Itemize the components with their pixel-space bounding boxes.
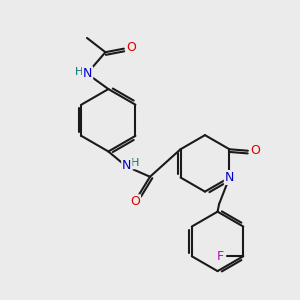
Text: H: H xyxy=(74,67,83,77)
Text: N: N xyxy=(225,171,234,184)
Text: N: N xyxy=(83,67,92,80)
Text: N: N xyxy=(122,159,131,172)
Text: F: F xyxy=(217,250,224,263)
Text: O: O xyxy=(250,144,260,157)
Text: H: H xyxy=(131,158,139,168)
Text: O: O xyxy=(130,195,140,208)
Text: O: O xyxy=(126,41,136,54)
